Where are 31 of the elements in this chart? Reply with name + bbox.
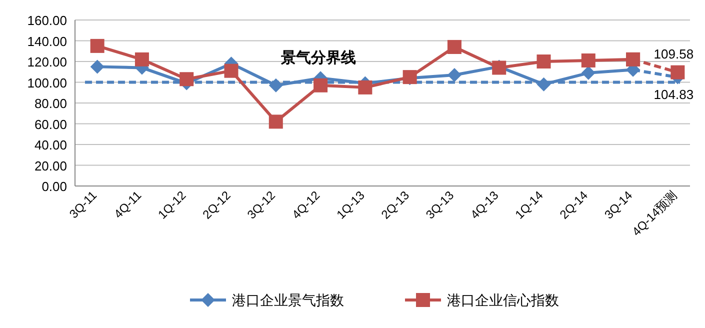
- y-tick-label: 20.00: [34, 158, 67, 174]
- y-tick-label: 60.00: [34, 116, 67, 132]
- data-label: 109.58: [654, 46, 694, 62]
- point: [268, 78, 283, 92]
- point: [90, 38, 104, 53]
- y-tick-label: 160.00: [27, 13, 67, 28]
- y-tick-label: 120.00: [27, 54, 67, 70]
- point: [180, 72, 194, 86]
- legend-label: 港口企业信心指数: [447, 292, 559, 308]
- legend-label: 港口企业景气指数: [232, 292, 344, 308]
- point: [581, 53, 596, 68]
- point: [447, 68, 462, 82]
- point: [90, 60, 104, 74]
- y-tick-label: 80.00: [34, 96, 67, 111]
- point: [626, 52, 640, 66]
- point: [447, 40, 462, 54]
- point: [581, 66, 596, 80]
- point: [358, 80, 372, 94]
- point: [268, 114, 283, 129]
- y-tick-label: 100.00: [27, 75, 67, 90]
- point: [134, 52, 149, 66]
- point: [536, 54, 551, 68]
- data-label: 104.83: [654, 87, 694, 102]
- y-tick-label: 40.00: [34, 138, 67, 152]
- y-tick-label: 0.00: [42, 179, 67, 194]
- point: [224, 64, 238, 78]
- point: [670, 65, 685, 80]
- point: [536, 77, 551, 92]
- y-tick-label: 140.00: [27, 34, 67, 49]
- point: [314, 78, 328, 92]
- ref-line-label: 景气分界线: [280, 49, 356, 66]
